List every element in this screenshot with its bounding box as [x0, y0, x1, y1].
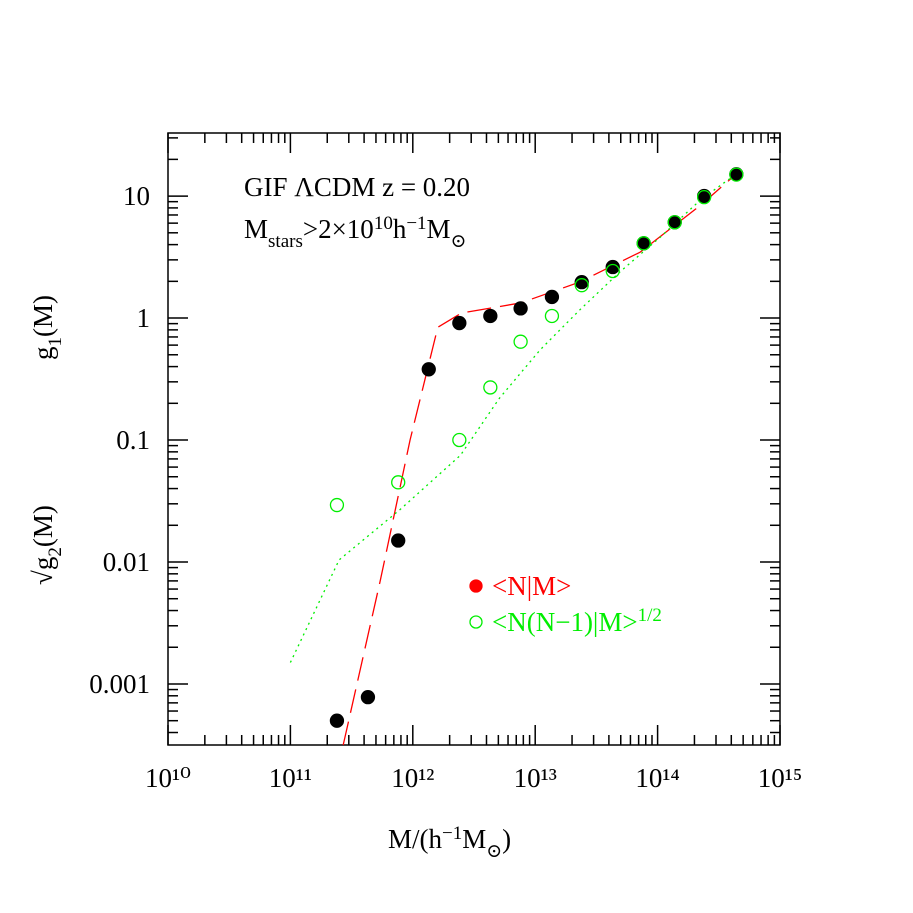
point	[391, 475, 406, 490]
legend-label: <N|M>	[492, 571, 571, 601]
x-axis-label-part: −1	[442, 823, 462, 844]
x-axis-label-part: )	[502, 824, 511, 854]
y-axis-label: g1(M)	[28, 295, 66, 360]
point	[574, 278, 589, 293]
point	[391, 533, 406, 548]
point	[360, 689, 376, 705]
point	[574, 274, 589, 290]
x-axis-label: M/(h−1M⊙)	[388, 823, 511, 862]
point	[483, 380, 498, 395]
x-axis-label-part: ⊙	[486, 841, 502, 862]
curve	[342, 173, 737, 746]
x-tick-label: 10¹⁵	[758, 763, 803, 793]
x-tick-label: 10¹¹	[269, 763, 312, 793]
point	[452, 432, 467, 448]
point	[605, 259, 620, 275]
point	[729, 167, 744, 182]
legend-marker	[469, 579, 483, 593]
point	[513, 334, 528, 349]
annotation-part: h	[393, 214, 407, 244]
y-axis-label-part: 2	[45, 547, 66, 557]
point	[544, 289, 560, 305]
legend-marker	[469, 615, 483, 629]
annotation-part: ⊙	[451, 231, 467, 252]
legend-label-part: <N|M>	[492, 571, 571, 601]
annotation: GIF ΛCDM z = 0.20	[244, 172, 470, 202]
x-axis-label-part: M/(h	[388, 824, 443, 854]
point	[636, 236, 651, 251]
point	[452, 315, 467, 331]
x-tick-label: 10¹⁰	[145, 763, 191, 793]
annotation-part: stars	[268, 231, 303, 252]
point	[605, 263, 620, 279]
legend-label-sup: 1/2	[638, 605, 662, 626]
legend-label: <N(N−1)|M>1/2	[492, 605, 662, 637]
legend-label-part: <N(N−1)|M>	[492, 607, 638, 637]
point	[696, 190, 712, 205]
y-axis-label-part: √g	[28, 557, 58, 585]
plot-frame	[167, 132, 781, 746]
point	[513, 301, 528, 316]
y-tick-label: 0.01	[103, 547, 150, 577]
y-axis-label: √g2(M)	[28, 505, 66, 585]
x-tick-label: 10¹⁴	[635, 763, 680, 793]
annotation-part: −1	[406, 213, 426, 234]
annotation-part: M	[244, 214, 268, 244]
y-tick-label: 0.001	[89, 669, 150, 699]
x-axis-label-part: M	[462, 824, 486, 854]
point	[329, 497, 345, 513]
x-tick-label: 10¹³	[514, 763, 557, 793]
annotation-part: M	[427, 214, 451, 244]
y-tick-label: 10	[123, 181, 150, 211]
y-tick-label: 0.1	[116, 425, 150, 455]
annotation-part: >2×10	[303, 214, 374, 244]
point	[483, 308, 498, 324]
y-axis-label-part: (M)	[28, 505, 58, 547]
point	[421, 362, 436, 377]
point	[544, 308, 560, 324]
annotation-part: GIF ΛCDM z = 0.20	[244, 172, 470, 202]
point	[329, 713, 345, 728]
y-axis-label-part: (M)	[28, 295, 58, 337]
x-tick-label: 10¹²	[391, 763, 434, 793]
annotation-part: 10	[374, 213, 393, 234]
point	[667, 215, 682, 230]
y-axis-label-part: 1	[45, 337, 66, 347]
annotation: Mstars>2×1010h−1M⊙	[244, 213, 466, 252]
y-axis-label-part: g	[28, 347, 58, 361]
point	[696, 188, 712, 204]
y-tick-label: 1	[137, 303, 151, 333]
